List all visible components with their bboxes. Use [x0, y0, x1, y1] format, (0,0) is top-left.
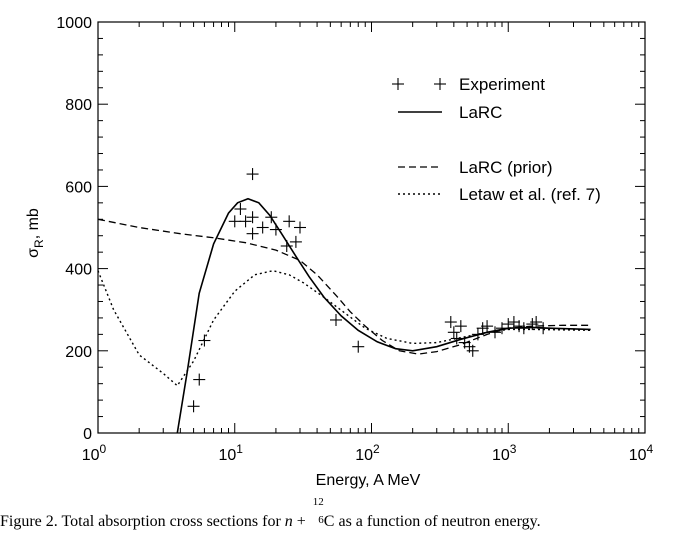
x-tick-label: 103 [492, 442, 517, 464]
experiment-point [293, 221, 306, 234]
legend-marker-plus [392, 78, 404, 90]
y-tick-labels: 0 200 400 600 800 1000 [56, 15, 92, 443]
figure-caption: Figure 2. Total absorption cross section… [0, 496, 685, 531]
experiment-point [187, 400, 200, 413]
legend: Experiment LaRC LaRC (prior) Letaw et al. (… [392, 75, 601, 204]
series-curves [97, 197, 591, 434]
x-tick-label: 102 [355, 442, 380, 464]
x-tick-exponent: 3 [510, 442, 517, 456]
series-line-dashed [97, 218, 591, 355]
y-tick-label: 600 [65, 179, 92, 196]
caption-element: C [323, 513, 335, 530]
experiment-point [246, 211, 259, 224]
caption-prefix: Figure 2. Total absorption cross section… [0, 513, 285, 530]
x-tick-base: 10 [492, 447, 510, 464]
x-tick-exponent: 4 [647, 442, 654, 456]
y-tick-label: 200 [65, 344, 92, 361]
experiment-point [280, 239, 293, 252]
experiment-point [246, 227, 259, 240]
experiment-point [481, 320, 494, 333]
y-tick-label: 0 [83, 426, 92, 443]
plot-frame [97, 21, 646, 434]
experiment-point [246, 168, 259, 181]
y-axis-title-sub: R [32, 239, 46, 248]
series-line-dotted [97, 269, 591, 387]
legend-label: Experiment [459, 75, 545, 94]
experiment-point [530, 316, 543, 329]
x-tick-exponent: 1 [236, 442, 243, 456]
experiment-point [513, 320, 526, 333]
legend-label: LaRC [459, 103, 502, 122]
caption-nuclide-indices: 12 6 [310, 496, 324, 526]
experiment-point [454, 320, 467, 333]
experiment-point [537, 322, 550, 335]
experiment-point [447, 326, 460, 339]
x-tick-labels: 100 101 102 103 104 [82, 442, 654, 464]
experiment-point [502, 318, 515, 331]
x-tick-label: 101 [219, 442, 244, 464]
y-axis-title: σR, mb [25, 208, 46, 258]
x-tick-base: 10 [355, 447, 373, 464]
x-tick-base: 10 [82, 447, 100, 464]
y-axis-title-unit: , mb [25, 208, 42, 239]
legend-label: LaRC (prior) [459, 158, 553, 177]
experiment-point [466, 344, 479, 357]
x-tick-exponent: 2 [373, 442, 380, 456]
x-tick-base: 10 [629, 447, 647, 464]
series-line-solid [176, 197, 591, 434]
experiment-point [289, 235, 302, 248]
axis-ticks [98, 21, 645, 434]
experiment-point [198, 334, 211, 347]
caption-plus: + [292, 513, 310, 530]
experiment-point [517, 322, 530, 335]
x-tick-exponent: 0 [100, 442, 107, 456]
legend-marker-plus [434, 78, 446, 90]
experiment-point [488, 326, 501, 339]
y-tick-label: 800 [65, 97, 92, 114]
caption-mass-number: 12 [312, 496, 324, 508]
experiment-markers [187, 168, 550, 413]
experiment-point [269, 223, 282, 236]
experiment-point [234, 203, 247, 216]
y-tick-label: 400 [65, 262, 92, 279]
y-tick-label: 1000 [56, 15, 92, 32]
experiment-point [228, 215, 241, 228]
experiment-point [256, 221, 269, 234]
experiment-point [495, 322, 508, 335]
experiment-point [471, 328, 484, 341]
plot-border [97, 21, 646, 434]
caption-atomic-number: 6 [318, 514, 324, 526]
experiment-point [352, 340, 365, 353]
x-tick-base: 10 [219, 447, 237, 464]
caption-suffix: as a function of neutron energy. [334, 513, 541, 530]
experiment-point [265, 211, 278, 224]
x-tick-label: 104 [629, 442, 654, 464]
x-axis-title: Energy, A MeV [316, 472, 421, 489]
experiment-point [283, 215, 296, 228]
legend-label: Letaw et al. (ref. 7) [459, 185, 601, 204]
caption-variable: n [284, 513, 293, 530]
experiment-point [193, 373, 206, 386]
experiment-point [450, 332, 463, 345]
y-axis-title-main: σ [25, 248, 42, 258]
experiment-point [444, 316, 457, 329]
experiment-point [329, 313, 342, 326]
experiment-point [239, 215, 252, 228]
x-tick-label: 100 [82, 442, 107, 464]
